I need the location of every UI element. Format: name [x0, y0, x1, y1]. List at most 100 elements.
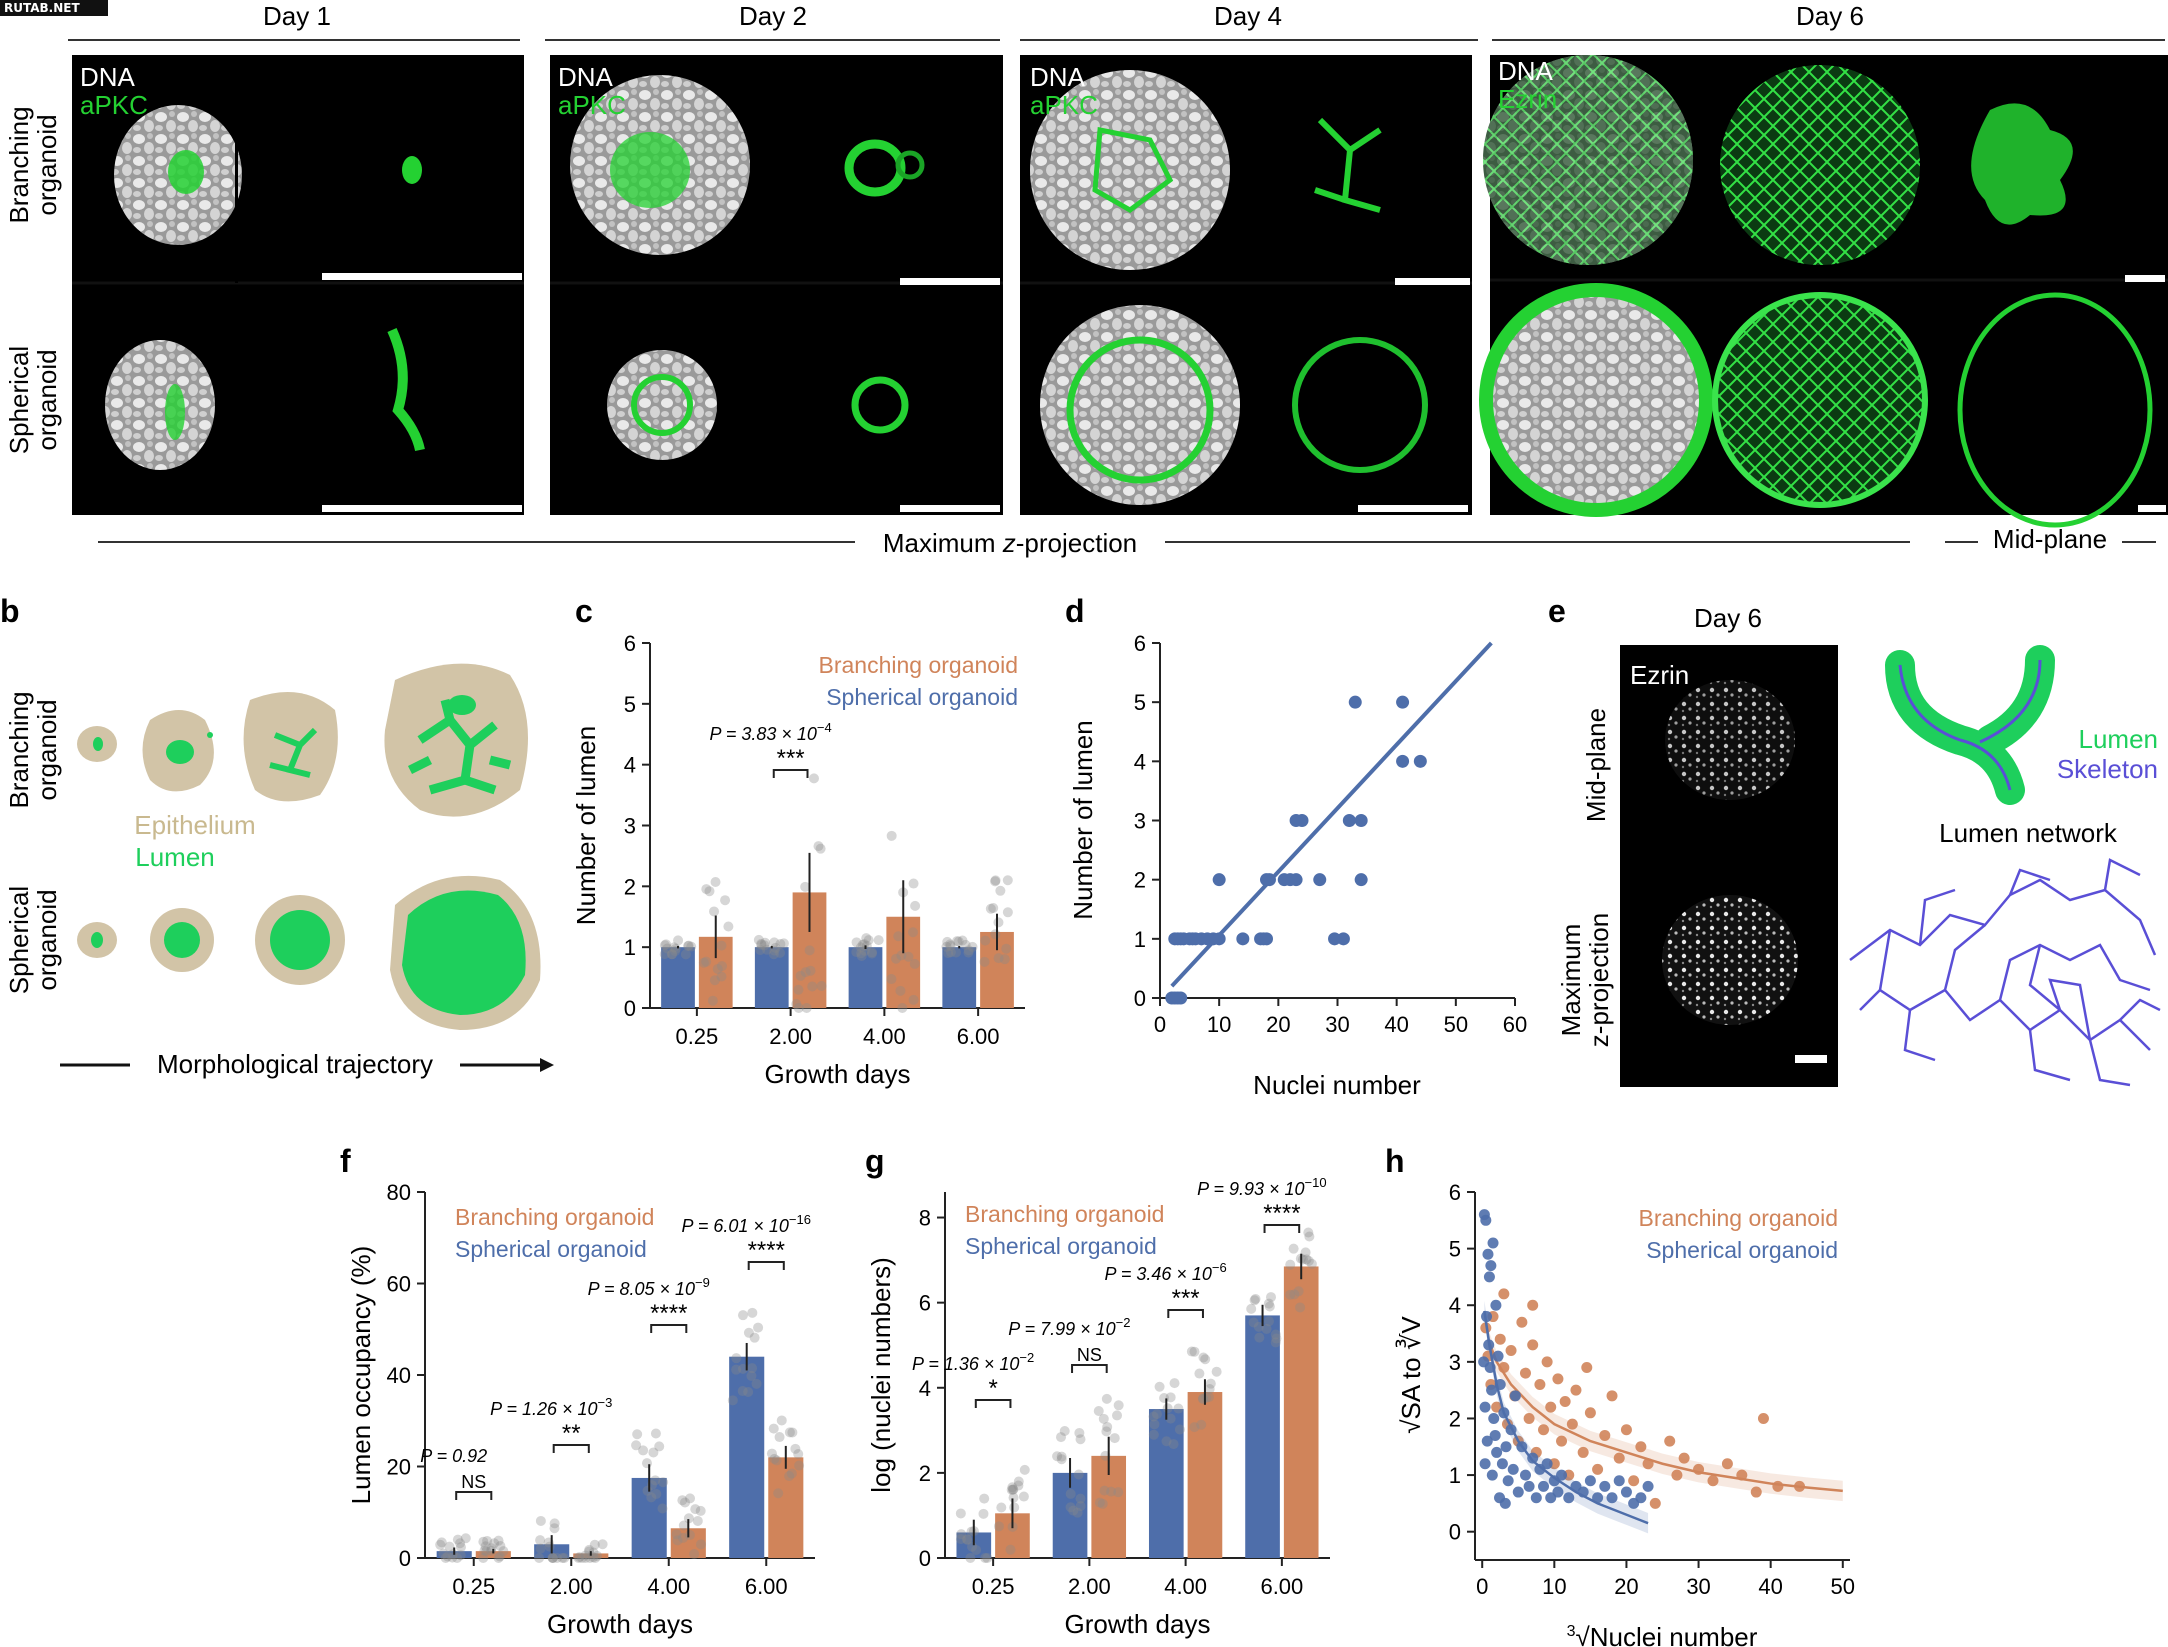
sample-dot: [851, 947, 862, 958]
y-axis-label: Number of lumen: [1068, 720, 1098, 919]
sample-dot: [1148, 1411, 1159, 1422]
svg-text:Maximum: Maximum: [1556, 924, 1586, 1037]
sample-dot: [683, 940, 694, 951]
y-tick-label: 0: [1134, 986, 1146, 1011]
data-point: [1490, 1299, 1502, 1311]
p-value-label: P = 0.92: [420, 1446, 487, 1466]
sample-dot: [1094, 1497, 1105, 1508]
sample-dot: [710, 877, 721, 888]
sample-dot: [716, 961, 727, 972]
data-point: [1486, 1384, 1498, 1396]
data-point: [1534, 1378, 1546, 1390]
sample-dot: [749, 1332, 760, 1343]
x-tick-label: 4.00: [1164, 1574, 1207, 1599]
sample-dot: [979, 1493, 990, 1504]
sample-dot: [1285, 1289, 1296, 1300]
data-point: [1599, 1480, 1611, 1492]
bar: [848, 947, 883, 1008]
data-point: [1236, 932, 1250, 946]
sample-dot: [962, 1534, 973, 1545]
sample-dot: [1165, 1392, 1176, 1403]
x-tick-label: 2.00: [550, 1574, 593, 1599]
sample-dot: [1093, 1405, 1104, 1416]
sample-dot: [435, 1539, 446, 1550]
sample-dot: [551, 1553, 562, 1563]
data-point: [1313, 873, 1327, 887]
data-point: [1606, 1492, 1618, 1504]
svg-text:organoid: organoid: [32, 889, 62, 990]
x-tick-label: 10: [1207, 1012, 1231, 1037]
sample-dot: [980, 1553, 991, 1563]
data-point: [1295, 814, 1309, 827]
bar: [661, 947, 695, 1008]
sample-dot: [574, 1552, 585, 1563]
sample-dot: [559, 1553, 570, 1563]
sample-dot: [759, 940, 770, 951]
panel-a-row-label-branching: Branching organoid: [4, 106, 62, 223]
legend-lumen-e: Lumen: [2079, 724, 2159, 754]
x-tick-label: 6.00: [745, 1574, 788, 1599]
sample-dot: [493, 1553, 504, 1563]
sample-dot: [584, 1553, 595, 1563]
sample-dot: [855, 942, 866, 953]
sample-dot: [631, 1440, 642, 1451]
sample-dot: [452, 1534, 463, 1545]
sample-dot: [1261, 1323, 1272, 1334]
legend-lumen: Lumen: [135, 842, 215, 872]
sample-dot: [1009, 1502, 1020, 1513]
sample-dot: [1018, 1491, 1029, 1502]
sample-dot: [692, 1515, 703, 1526]
y-tick-label: 1: [1134, 927, 1146, 952]
data-point: [1494, 1333, 1506, 1345]
sample-dot: [795, 970, 806, 981]
lumen-skeleton-schematic: [1885, 645, 2055, 805]
sample-dot: [910, 900, 921, 911]
sample-dot: [447, 1549, 458, 1560]
sample-dot: [661, 939, 672, 950]
sample-dot: [1250, 1293, 1261, 1304]
panel-h: h 0 1 2 3 4 5 6 0 10 20 30 40 50 Branching organoid Sp…: [1385, 1143, 1855, 1647]
panel-a: a Day 1 Day 2 Day 4 Day 6 Branching orga…: [4, 1, 2168, 558]
sample-dot: [1148, 1429, 1159, 1440]
sample-dot: [995, 885, 1006, 896]
sample-dot: [1253, 1321, 1264, 1332]
fit-line: [1170, 641, 1493, 988]
sample-dot: [800, 881, 811, 892]
data-point: [1523, 1480, 1535, 1492]
sample-dot: [967, 1541, 978, 1552]
sample-dot: [632, 1429, 643, 1440]
data-point: [1289, 873, 1303, 887]
sample-dot: [455, 1550, 466, 1561]
footer-maximum-projection: Maximum z-projection: [883, 528, 1137, 558]
x-tick-label: 4.00: [647, 1574, 690, 1599]
data-point: [1502, 1475, 1514, 1487]
panel-c-letter: c: [575, 593, 593, 629]
y-tick-label: 4: [624, 753, 636, 778]
panel-f-letter: f: [340, 1143, 351, 1179]
sample-dot: [452, 1553, 463, 1563]
data-point: [1552, 1373, 1564, 1385]
x-tick-label: 10: [1542, 1574, 1566, 1599]
legend-spherical: Spherical organoid: [965, 1233, 1157, 1259]
sample-dot: [716, 971, 727, 982]
y-tick-label: 1: [1449, 1463, 1461, 1488]
stain-ezrin-day6: Ezrin: [1498, 84, 1557, 114]
sample-dot: [955, 1534, 966, 1545]
data-point: [1592, 1463, 1604, 1475]
sig-bracket: [974, 1399, 1012, 1408]
sample-dot: [672, 1535, 683, 1546]
sample-dot: [990, 875, 1001, 886]
data-point: [1354, 814, 1368, 827]
sig-bracket: [650, 1324, 688, 1333]
bar: [1245, 1315, 1280, 1558]
sample-dot: [990, 876, 1001, 887]
data-point: [1563, 1492, 1575, 1504]
data-point: [1664, 1435, 1676, 1447]
panel-e-letter: e: [1548, 593, 1566, 629]
sample-dot: [667, 949, 678, 960]
data-point: [1613, 1475, 1625, 1487]
day-headers: Day 1 Day 2 Day 4 Day 6: [68, 1, 2165, 41]
data-point: [1523, 1412, 1535, 1424]
sample-dot: [1005, 1544, 1016, 1555]
sample-dot: [963, 945, 974, 956]
